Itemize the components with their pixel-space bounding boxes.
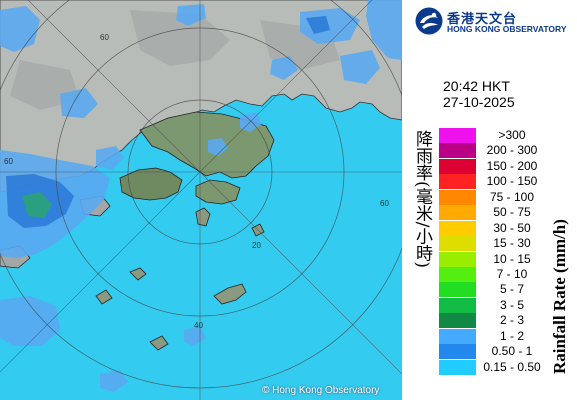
mainland-texture [10, 10, 340, 110]
legend-row: 30 - 50 [439, 220, 549, 236]
ring-label: 60 [380, 199, 389, 208]
legend-label: 5 - 7 [499, 282, 524, 297]
ring-labels: 60 60 60 40 20 [4, 33, 389, 330]
legend-label: 15 - 30 [493, 236, 531, 251]
legend-swatch [439, 344, 476, 360]
legend-label: 30 - 50 [493, 220, 531, 235]
legend-label: 1 - 2 [499, 328, 524, 343]
legend-label: 10 - 15 [493, 251, 531, 266]
hko-emblem-icon [415, 7, 443, 35]
legend-title-cn: 降雨率(毫米/小時) [412, 130, 432, 268]
legend-swatch [439, 128, 476, 143]
legend-row: 3 - 5 [439, 297, 549, 313]
observation-time: 20:42 HKT [443, 78, 510, 94]
legend-label: 100 - 150 [486, 174, 538, 189]
southern-island-5 [95, 289, 113, 305]
southern-island-1 [213, 283, 247, 305]
radar-image: 60 60 60 40 20 [0, 0, 402, 400]
legend-label: 2 - 3 [499, 313, 524, 328]
legend-label: 150 - 200 [486, 158, 538, 173]
legend-row: 200 - 300 [439, 143, 549, 159]
legend-label: 50 - 75 [493, 205, 531, 220]
legend-label: 7 - 10 [496, 266, 528, 281]
legend-label: >300 [498, 128, 526, 142]
legend-swatch [439, 143, 476, 159]
legend-swatch [439, 297, 476, 313]
legend-swatch [439, 282, 476, 298]
legend-row: 150 - 200 [439, 158, 549, 174]
organization-name-en: HONG KONG OBSERVATORY [447, 24, 567, 34]
ring-label: 20 [252, 241, 261, 250]
legend-row: 0.15 - 0.50 [439, 359, 549, 375]
legend-row: 1 - 2 [439, 328, 549, 344]
legend-swatch [439, 158, 476, 174]
legend-label: 75 - 100 [489, 189, 535, 204]
legend-swatch [439, 313, 476, 329]
legend-label: 200 - 300 [486, 143, 538, 158]
lantau-island [119, 167, 183, 201]
legend-row: 10 - 15 [439, 251, 549, 267]
legend-swatch [439, 220, 476, 236]
organization-name-cn: 香港天文台 [447, 12, 518, 27]
legend-row: 50 - 75 [439, 205, 549, 221]
legend-title-en: Rainfall Rate (mm/h) [550, 219, 569, 374]
legend-row: 2 - 3 [439, 313, 549, 329]
observation-date: 27-10-2025 [443, 94, 515, 110]
legend-label: 0.50 - 1 [491, 344, 533, 359]
hko-logo[interactable]: 香港天文台 HONG KONG OBSERVATORY [414, 6, 574, 36]
hong-kong-territory [139, 111, 275, 179]
legend-row: 0.50 - 1 [439, 344, 549, 360]
radar-map[interactable]: 60 60 60 40 20 © Hong Kong Observatory [0, 0, 402, 400]
ring-label: 60 [100, 33, 109, 42]
legend-label: 0.15 - 0.50 [483, 359, 541, 374]
legend-swatch [439, 328, 476, 344]
copyright-notice: © Hong Kong Observatory [262, 385, 380, 396]
legend-row: 100 - 150 [439, 174, 549, 190]
southern-island-2 [129, 267, 147, 281]
legend-swatch [439, 189, 476, 205]
ring-label: 60 [4, 157, 13, 166]
range-radials [0, 0, 402, 400]
info-panel: 香港天文台 HONG KONG OBSERVATORY 20:42 HKT 27… [402, 0, 577, 400]
legend-row: 15 - 30 [439, 236, 549, 252]
ring-label: 40 [194, 321, 203, 330]
legend-swatch [439, 266, 476, 282]
legend-row: >300 [439, 128, 549, 143]
legend-row: 75 - 100 [439, 189, 549, 205]
lamma-island [195, 207, 211, 227]
legend-swatch [439, 359, 476, 375]
legend-row: 5 - 7 [439, 282, 549, 298]
legend-swatch [439, 236, 476, 252]
legend-label: 3 - 5 [499, 297, 524, 312]
southern-island-3 [149, 335, 169, 351]
legend-row: 7 - 10 [439, 266, 549, 282]
rainfall-legend: >300 200 - 300 150 - 200 100 - 150 75 - 100 5… [439, 128, 549, 375]
hk-island [195, 179, 241, 205]
legend-swatch [439, 174, 476, 190]
legend-swatch [439, 251, 476, 267]
rainfall-echoes [0, 0, 402, 392]
legend-swatch [439, 205, 476, 221]
